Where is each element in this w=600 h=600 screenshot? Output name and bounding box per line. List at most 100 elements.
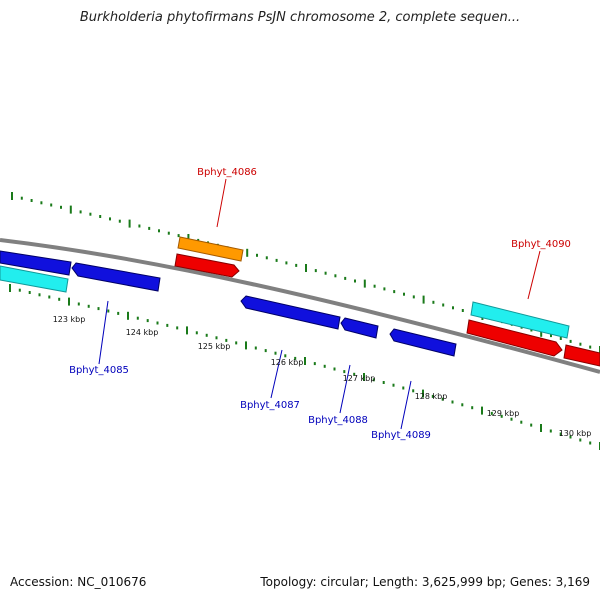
gene-bphyt-4087[interactable] xyxy=(240,295,341,330)
lower-track-minor-tick xyxy=(579,438,582,442)
gene-features[interactable] xyxy=(0,236,600,367)
upper-track-major-tick xyxy=(363,279,366,288)
upper-track-minor-tick xyxy=(285,261,288,265)
gene-label-bphyt-4090[interactable]: Bphyt_4090 xyxy=(511,239,571,250)
lower-track-major-tick xyxy=(245,341,247,350)
scale-label-123kbp: 123 kbp xyxy=(53,315,86,324)
lower-track-minor-tick xyxy=(392,383,395,387)
lower-track-minor-tick xyxy=(205,333,208,337)
lower-track-minor-tick xyxy=(500,414,503,418)
upper-track-minor-tick xyxy=(99,215,102,218)
gene-label-bphyt-4087[interactable]: Bphyt_4087 xyxy=(240,400,300,411)
lower-track-minor-tick xyxy=(77,302,80,306)
gene-label-bphyt-4085[interactable]: Bphyt_4085 xyxy=(69,365,129,376)
lower-track-minor-tick xyxy=(372,378,375,382)
upper-track-minor-tick xyxy=(30,199,33,202)
lower-track-minor-tick xyxy=(589,441,592,445)
lower-track-minor-tick xyxy=(510,417,513,421)
upper-track-minor-tick xyxy=(118,219,121,223)
lower-track-minor-tick xyxy=(559,432,562,436)
gene-left-cyan[interactable] xyxy=(0,265,69,293)
upper-track-minor-tick xyxy=(530,328,533,332)
lower-track-major-tick xyxy=(422,389,424,398)
lower-track-minor-tick xyxy=(382,381,385,384)
lower-track-minor-tick xyxy=(146,319,149,323)
scale-label-129kbp: 129 kbp xyxy=(487,409,520,418)
upper-track-minor-tick xyxy=(334,274,337,278)
upper-track-minor-tick xyxy=(20,196,23,200)
upper-track-major-tick xyxy=(187,234,190,242)
lower-track-minor-tick xyxy=(323,364,326,368)
gene-bphyt-4090-cyan[interactable] xyxy=(470,301,570,339)
upper-track-minor-tick xyxy=(383,287,386,291)
lower-track-minor-tick xyxy=(343,370,346,374)
gene-bphyt-4086-orange[interactable] xyxy=(177,236,244,262)
gene-label-leaders xyxy=(98,178,541,430)
gene-bphyt-4088[interactable] xyxy=(340,317,379,339)
lower-track-minor-tick xyxy=(451,400,454,404)
lower-track-minor-tick xyxy=(353,372,356,376)
gene-label-bphyt-4086[interactable]: Bphyt_4086 xyxy=(197,167,257,178)
gene-bphyt-4086-red[interactable] xyxy=(174,253,240,278)
upper-track-minor-tick xyxy=(579,342,582,346)
upper-track-minor-tick xyxy=(461,309,464,312)
upper-track-minor-tick xyxy=(50,203,53,207)
upper-track-minor-tick xyxy=(148,226,151,230)
lower-track-minor-tick xyxy=(274,351,277,355)
lower-track-minor-tick xyxy=(48,295,51,299)
upper-track-minor-tick xyxy=(452,306,454,310)
upper-track-minor-tick xyxy=(412,295,415,299)
upper-track-major-tick xyxy=(422,295,425,304)
upper-track-major-tick xyxy=(11,192,13,200)
lower-track-minor-tick xyxy=(264,349,267,353)
lower-track-minor-tick xyxy=(58,297,61,301)
upper-track-minor-tick xyxy=(295,263,298,267)
scale-label-130kbp: 130 kbp xyxy=(559,429,592,438)
gene-bphyt-4085[interactable] xyxy=(71,262,161,292)
chromosome-backbone xyxy=(0,238,600,374)
scale-label-127kbp: 127 kbp xyxy=(343,374,376,383)
lower-track-major-tick xyxy=(304,357,306,365)
lower-track-minor-tick xyxy=(176,326,179,330)
lower-track-minor-tick xyxy=(107,309,110,313)
scale-label-126kbp: 126 kbp xyxy=(271,358,304,367)
upper-track-minor-tick xyxy=(432,300,435,304)
scale-label-125kbp: 125 kbp xyxy=(198,342,231,351)
upper-track-minor-tick xyxy=(559,337,562,340)
scale-labels: 123 kbp 124 kbp 125 kbp 126 kbp 127 kbp … xyxy=(53,315,592,438)
upper-track-minor-tick xyxy=(569,339,572,343)
upper-track-minor-tick xyxy=(109,217,111,221)
lower-track-major-tick xyxy=(127,311,129,320)
lower-track-minor-tick xyxy=(530,423,533,427)
gene-label-bphyt-4089[interactable]: Bphyt_4089 xyxy=(371,430,431,441)
upper-track-major-tick xyxy=(305,264,307,272)
upper-track-minor-tick xyxy=(442,303,445,307)
lower-track-major-tick xyxy=(9,284,11,292)
lower-track-minor-tick xyxy=(490,411,493,415)
lower-track-minor-tick xyxy=(28,291,31,294)
lower-track-major-tick xyxy=(363,373,365,381)
upper-track-minor-tick xyxy=(265,256,268,260)
upper-track-minor-tick xyxy=(60,205,62,209)
gene-label-bphyt-4088[interactable]: Bphyt_4088 xyxy=(308,415,368,426)
scale-label-128kbp: 128 kbp xyxy=(415,392,448,401)
lower-track-minor-tick xyxy=(215,336,218,340)
gene-bphyt-4090-red[interactable] xyxy=(466,319,563,357)
upper-track-minor-tick xyxy=(393,290,396,294)
gene-next-red[interactable] xyxy=(563,344,600,367)
upper-track-minor-tick xyxy=(275,258,278,262)
lower-track-minor-tick xyxy=(166,323,169,327)
lower-track-minor-tick xyxy=(520,420,523,424)
gene-labels: Bphyt_4086 Bphyt_4090 Bphyt_4085 Bphyt_4… xyxy=(69,167,571,441)
lower-track-minor-tick xyxy=(195,331,198,335)
lower-track-minor-tick xyxy=(471,406,474,410)
lower-track-minor-tick xyxy=(431,394,434,398)
lower-track-minor-tick xyxy=(402,386,405,390)
upper-track-minor-tick xyxy=(344,276,347,280)
gene-left-blue[interactable] xyxy=(0,250,72,276)
lower-track-minor-tick xyxy=(284,354,287,358)
upper-track-minor-tick xyxy=(589,345,592,349)
gene-bphyt-4089[interactable] xyxy=(389,328,457,357)
upper-track-minor-tick xyxy=(314,269,317,273)
